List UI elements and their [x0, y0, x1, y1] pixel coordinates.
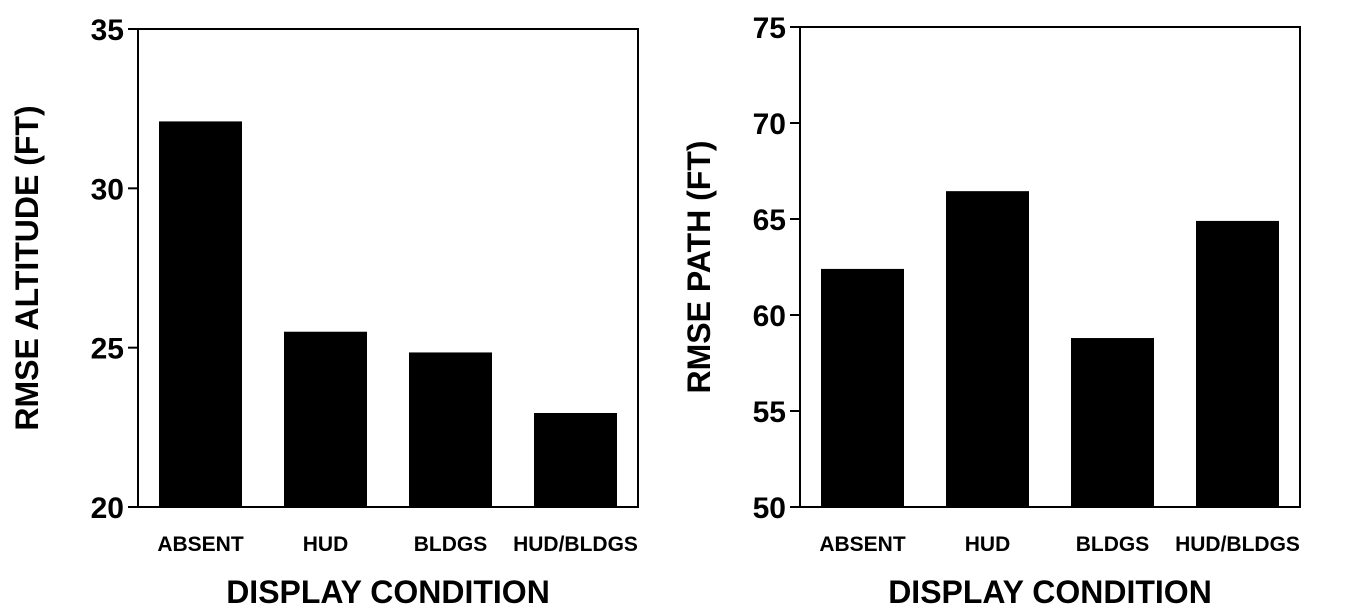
- plot-frame: [137, 28, 639, 508]
- y-tick-label: 35: [91, 14, 124, 47]
- x-category-label: HUD/BLDGS: [513, 533, 638, 556]
- y-tick-label: 70: [753, 108, 786, 141]
- y-tick-label: 60: [753, 300, 786, 333]
- y-tick-label: 65: [753, 204, 786, 237]
- bar-hud-bldgs: [1196, 220, 1279, 508]
- y-axis-title: RMSE ALTITUDE (FT): [9, 105, 45, 430]
- y-tick-label: 50: [753, 492, 786, 525]
- y-tick-label: 20: [91, 492, 124, 525]
- path-chart: 50 55 60 65 70 75 ABSENT HUD BLDGS HUD/BLDGS DISPL…: [681, 12, 1301, 610]
- bar-absent: [821, 268, 904, 507]
- y-axis-title: RMSE PATH (FT): [681, 141, 717, 394]
- x-category-label: BLDGS: [1076, 533, 1150, 556]
- x-category-label: HUD: [303, 533, 349, 556]
- y-tick-label: 25: [91, 333, 124, 366]
- bar-absent: [159, 121, 242, 507]
- x-category-label: ABSENT: [819, 533, 906, 556]
- x-category-label: HUD: [965, 533, 1011, 556]
- bar-hud-bldgs: [534, 412, 617, 507]
- y-tick-label: 75: [753, 12, 786, 45]
- x-category-label: BLDGS: [414, 533, 488, 556]
- bar-hud: [284, 331, 367, 507]
- bar-bldgs: [409, 352, 492, 507]
- bar-bldgs: [1071, 338, 1154, 507]
- y-tick-label: 55: [753, 396, 786, 429]
- y-tick-label: 30: [91, 173, 124, 206]
- plot-frame: [799, 26, 1301, 508]
- x-category-label: HUD/BLDGS: [1175, 533, 1300, 556]
- altitude-chart: 20 25 30 35 ABSENT HUD BLDGS HUD/BLDGS DISPLAY C…: [9, 14, 639, 610]
- x-axis-title: DISPLAY CONDITION: [226, 574, 550, 610]
- x-axis-title: DISPLAY CONDITION: [888, 574, 1212, 610]
- x-category-label: ABSENT: [157, 533, 244, 556]
- bar-hud: [946, 191, 1029, 507]
